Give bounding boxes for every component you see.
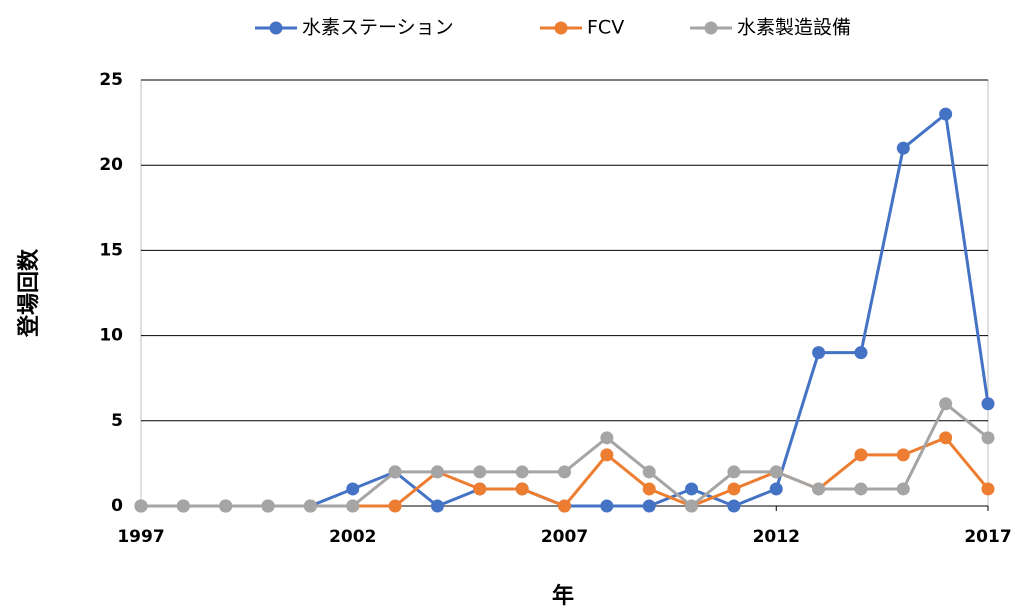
data-point [685,482,699,496]
legend-label: 水素製造設備 [737,17,851,39]
data-point [642,482,656,496]
data-point [769,482,783,496]
legend-label: 水素ステーション [302,17,454,39]
legend-marker [704,21,718,35]
data-point [896,482,910,496]
data-point [346,482,360,496]
data-point [642,499,656,513]
data-point [727,465,741,479]
x-tick-label: 2007 [541,527,588,547]
plot-border [140,79,989,507]
y-tick-label: 25 [99,70,123,90]
data-point [812,482,826,496]
y-tick-label: 15 [99,240,123,260]
data-point [981,431,995,445]
series-line [141,111,990,508]
data-point [812,346,826,360]
data-point [939,397,953,411]
data-point [642,465,656,479]
data-point [303,499,317,513]
data-point [727,482,741,496]
data-point [515,465,529,479]
data-point [600,431,614,445]
data-point [430,499,444,513]
y-tick-label: 20 [99,155,123,175]
data-point [939,431,953,445]
x-tick-label: 2002 [329,527,376,547]
data-point [388,499,402,513]
data-point [981,482,995,496]
data-point [261,499,275,513]
data-point [515,482,529,496]
legend-marker [269,21,283,35]
x-tick-label: 2012 [753,527,800,547]
data-point [854,346,868,360]
data-point [685,499,699,513]
data-point [219,499,233,513]
data-point [769,465,783,479]
data-point [727,499,741,513]
x-tick-label: 1997 [117,527,164,547]
data-point [134,499,148,513]
x-axis-label: 年 [552,583,574,608]
data-point [896,448,910,462]
data-point [558,465,571,479]
data-point [600,499,614,513]
y-axis-label: 登場回数 [16,248,42,338]
data-point [473,465,487,479]
data-point [176,499,190,513]
x-tick-label: 2017 [964,527,1011,547]
data-point [939,107,953,121]
data-point [388,465,402,479]
legend-label: FCV [587,17,624,39]
data-point [854,448,868,462]
data-point [346,499,360,513]
y-tick-label: 0 [111,496,123,516]
y-tick-label: 10 [99,326,123,346]
data-point [473,482,487,496]
data-point [854,482,868,496]
data-point [896,141,910,155]
legend-marker [554,21,568,35]
data-point [430,465,444,479]
data-point [558,499,571,513]
data-point [600,448,614,462]
y-tick-label: 5 [111,411,123,431]
data-point [981,397,995,411]
